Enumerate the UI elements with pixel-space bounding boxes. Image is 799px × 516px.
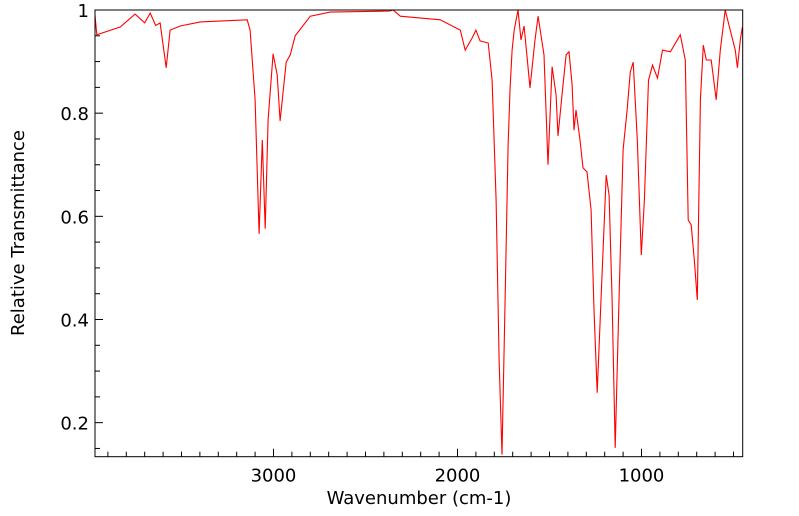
y-tick-label: 1 (78, 1, 89, 22)
spectrum-line (94, 9, 743, 455)
x-tick-label: 1000 (619, 466, 665, 487)
x-tick-label: 3000 (251, 466, 297, 487)
x-axis-label: Wavenumber (cm-1) (327, 488, 512, 509)
tick-labels: 3000 2000 1000 0.2 0.4 0.6 0.8 1 (60, 1, 664, 487)
y-tick-label: 0.8 (60, 104, 89, 125)
plot-frame (94, 9, 744, 458)
y-tick-label: 0.4 (60, 310, 89, 331)
y-axis-label: Relative Transmittance (8, 130, 29, 336)
y-tick-label: 0.2 (60, 414, 89, 435)
x-tick-label: 2000 (435, 466, 481, 487)
axis-ticks (95, 9, 734, 457)
y-tick-label: 0.6 (60, 207, 89, 228)
